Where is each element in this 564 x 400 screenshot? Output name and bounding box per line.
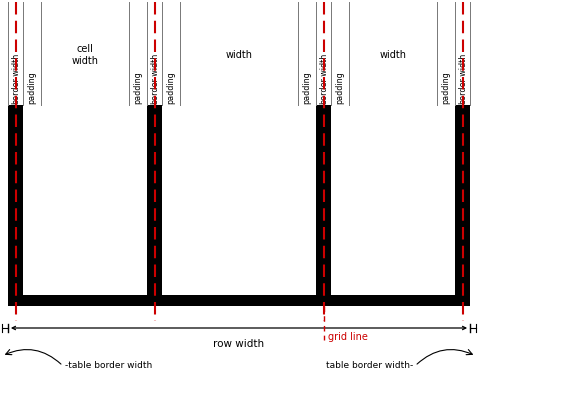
Bar: [437, 105, 455, 295]
Text: grid line: grid line: [328, 332, 367, 342]
Text: row width: row width: [213, 339, 265, 349]
Text: border-width: border-width: [458, 53, 467, 104]
Bar: [455, 105, 470, 306]
Text: width: width: [226, 50, 253, 60]
Bar: [129, 105, 147, 295]
Bar: [316, 105, 331, 306]
Bar: [41, 105, 129, 295]
Text: padding: padding: [28, 71, 37, 104]
Bar: [298, 105, 316, 295]
Bar: [180, 105, 298, 295]
Text: padding: padding: [134, 71, 143, 104]
Bar: [331, 105, 349, 295]
Bar: [8, 105, 23, 306]
Text: border-width: border-width: [150, 53, 159, 104]
Text: border-width: border-width: [319, 53, 328, 104]
Text: table border width-: table border width-: [326, 362, 413, 370]
Bar: [8, 289, 470, 306]
Bar: [349, 105, 437, 295]
Bar: [162, 105, 180, 295]
Bar: [351, 116, 435, 287]
Bar: [182, 116, 296, 287]
Text: padding: padding: [442, 71, 451, 104]
Text: padding: padding: [302, 71, 311, 104]
Bar: [43, 116, 127, 287]
Text: -table border width: -table border width: [65, 362, 152, 370]
Text: padding: padding: [166, 71, 175, 104]
Text: padding: padding: [336, 71, 345, 104]
Bar: [23, 105, 41, 295]
Text: cell
width: cell width: [72, 44, 99, 66]
Text: width: width: [380, 50, 407, 60]
Bar: [147, 105, 162, 306]
Text: border-width: border-width: [11, 53, 20, 104]
Bar: [8, 105, 470, 111]
